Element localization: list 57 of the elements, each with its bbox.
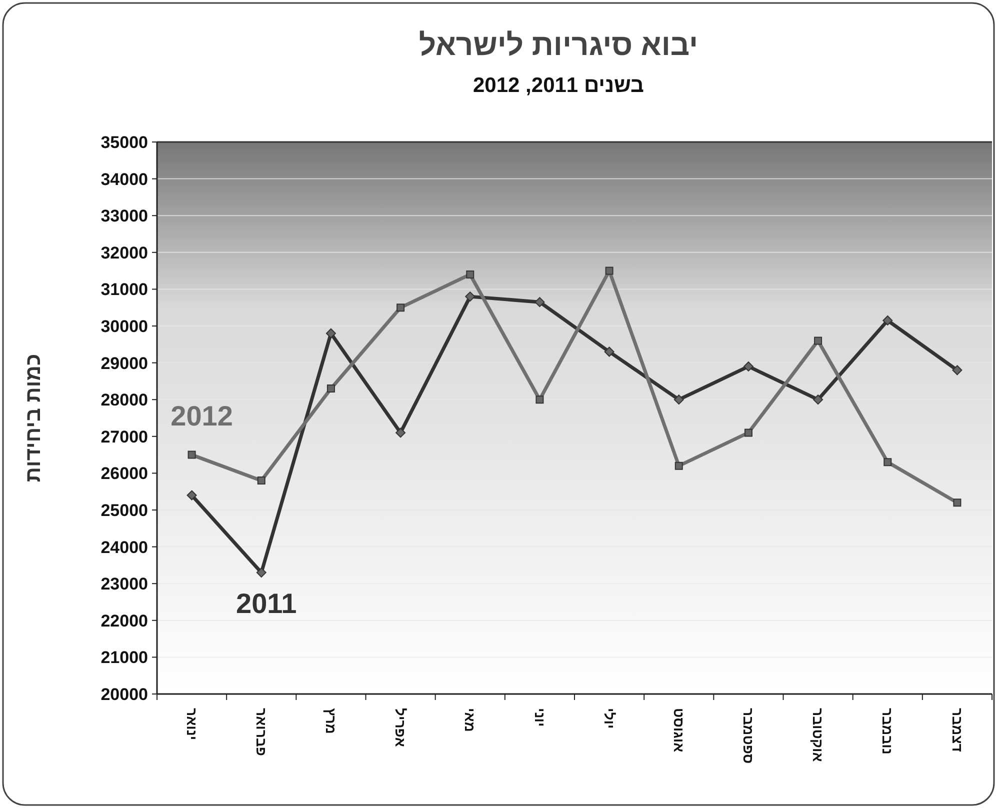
- point: [952, 365, 962, 376]
- point: [466, 270, 474, 278]
- y-tick-label: 31000: [100, 280, 148, 300]
- point: [674, 462, 683, 470]
- x-tick-label: ספטמבר: [740, 708, 757, 764]
- y-tick-label: 20000: [100, 684, 148, 704]
- point: [186, 490, 197, 500]
- x-tick-label: יוני: [532, 708, 548, 727]
- point: [326, 384, 335, 393]
- y-tick-label: 28000: [100, 390, 148, 410]
- y-tick-label: 21000: [100, 648, 148, 668]
- y-axis-title: כמות ביחידות: [22, 354, 45, 482]
- point: [884, 458, 892, 466]
- chart-title: יבוא סיגריות לישראל: [418, 29, 698, 62]
- point: [604, 346, 614, 357]
- x-tick-label: פברואר: [253, 708, 270, 756]
- point: [953, 498, 962, 507]
- x-tick-label: אפריל: [392, 708, 409, 748]
- point: [396, 428, 406, 438]
- y-tick-label: 24000: [100, 538, 148, 557]
- point: [605, 266, 614, 275]
- point: [814, 336, 822, 345]
- chart-subtitle: בשנים 2011, 2012: [473, 74, 644, 97]
- series-label: 2012: [170, 400, 233, 432]
- point: [743, 361, 754, 372]
- point: [326, 328, 336, 338]
- point: [882, 315, 893, 326]
- y-tick-label: 27000: [100, 427, 148, 446]
- y-tick-label: 29000: [100, 354, 148, 373]
- y-tick-label: 32000: [100, 243, 148, 262]
- y-tick-label: 25000: [100, 500, 148, 520]
- point: [188, 450, 196, 459]
- x-tick-label: דצמבר: [949, 708, 966, 752]
- point: [813, 394, 824, 405]
- point: [536, 396, 544, 404]
- y-tick-label: 34000: [100, 170, 148, 189]
- y-tick-label: 22000: [100, 611, 148, 630]
- y-tick-label: 23000: [100, 574, 148, 594]
- y-tick-label: 33000: [100, 206, 148, 226]
- x-tick-label: מרץ: [323, 708, 340, 734]
- point: [396, 304, 405, 312]
- x-tick-label: יולי: [601, 708, 618, 729]
- x-tick-label: מאי: [462, 708, 478, 732]
- point: [674, 394, 684, 405]
- point: [534, 297, 545, 308]
- point: [465, 292, 476, 302]
- y-tick-label: 26000: [100, 464, 148, 484]
- point: [257, 476, 266, 485]
- series-label: 2011: [236, 588, 297, 620]
- point: [744, 428, 752, 437]
- y-tick-label: 35000: [100, 132, 148, 152]
- point: [256, 568, 266, 578]
- x-tick-label: ינואר: [184, 708, 200, 740]
- x-tick-label: נובמבר: [880, 708, 896, 754]
- x-tick-label: אוגוסט: [670, 708, 687, 753]
- x-tick-label: אוקטובר: [810, 708, 826, 762]
- y-tick-label: 30000: [100, 316, 148, 336]
